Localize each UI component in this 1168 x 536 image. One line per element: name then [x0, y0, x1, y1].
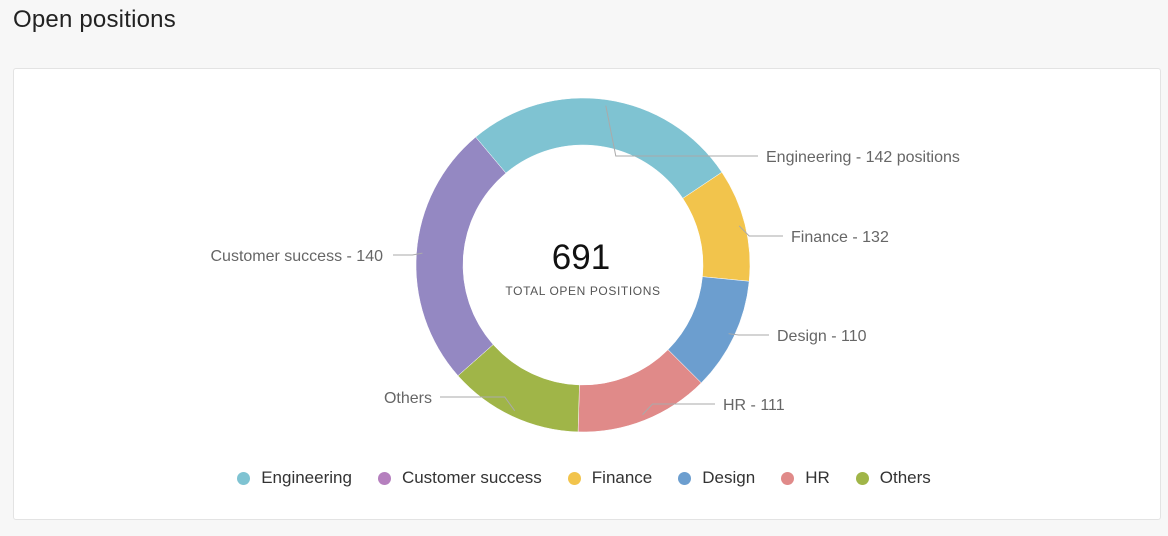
legend-dot-engineering	[237, 471, 251, 485]
legend-dot-design	[678, 471, 692, 485]
legend-item-others[interactable]: Others	[855, 468, 931, 488]
leader-line-finance	[738, 225, 783, 237]
legend-label-hr: HR	[805, 468, 830, 487]
legend-label-design: Design	[702, 468, 756, 487]
slice-engineering[interactable]	[475, 97, 723, 199]
slice-label-finance: Finance - 132	[791, 229, 889, 246]
leader-line-design	[728, 333, 769, 336]
legend-item-finance[interactable]: Finance	[567, 468, 653, 488]
legend-item-hr[interactable]: HR	[781, 468, 830, 488]
legend-dot-hr	[781, 471, 795, 485]
legend-label-others: Others	[879, 468, 931, 487]
leader-line-others	[440, 396, 516, 412]
leader-line-engineering	[605, 105, 758, 157]
slice-label-engineering: Engineering - 142 positions	[766, 149, 960, 166]
slice-label-hr: HR - 111	[723, 397, 785, 414]
page-title: Open positions	[13, 6, 176, 33]
legend-item-design[interactable]: Design	[678, 468, 755, 488]
legend-item-customer-success[interactable]: Customer success	[377, 468, 542, 488]
legend-label-finance: Finance	[591, 468, 653, 487]
slice-customer-success[interactable]	[415, 136, 507, 377]
slice-label-customer-success: Customer success - 140	[210, 248, 383, 265]
leader-line-customer-success	[393, 252, 423, 256]
leader-line-hr	[642, 403, 715, 415]
legend-dot-customer-success	[377, 471, 391, 485]
legend-dot-others	[855, 471, 869, 485]
total-value: 691	[552, 238, 610, 277]
legend-label-customer-success: Customer success	[401, 468, 542, 487]
legend-item-engineering[interactable]: Engineering	[237, 468, 352, 488]
legend-label-engineering: Engineering	[261, 468, 352, 487]
slice-label-others: Others	[384, 390, 432, 407]
total-caption: TOTAL OPEN POSITIONS	[505, 284, 660, 298]
legend-dot-finance	[567, 471, 581, 485]
chart-legend: Engineering Customer success Finance Design…	[0, 468, 1168, 488]
slice-label-design: Design - 110	[777, 328, 867, 345]
